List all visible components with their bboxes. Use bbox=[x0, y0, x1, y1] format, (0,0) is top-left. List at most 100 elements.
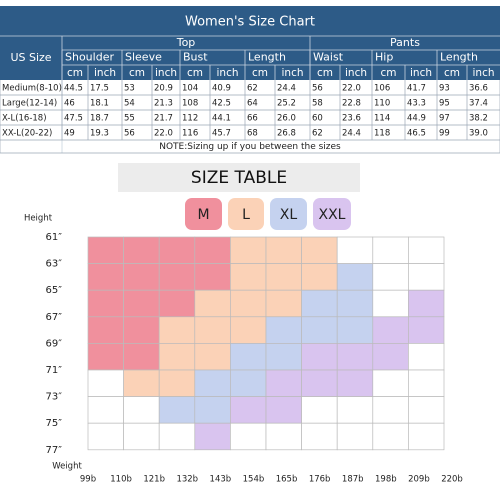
value-cell: 114 bbox=[374, 114, 390, 124]
unit: cm bbox=[444, 67, 460, 79]
column-name: Length bbox=[248, 51, 286, 64]
weight-label: 143b bbox=[210, 475, 232, 485]
value-cell: 18.1 bbox=[90, 99, 109, 109]
value-cell: 43.3 bbox=[407, 99, 426, 109]
grid-cell bbox=[123, 369, 160, 397]
value-cell: 54 bbox=[124, 99, 135, 109]
grid-cell bbox=[230, 369, 267, 397]
weight-label: 154b bbox=[243, 475, 265, 485]
height-label: 65″ bbox=[46, 285, 63, 296]
grid-cell bbox=[301, 236, 338, 264]
value-cell: 44.1 bbox=[212, 114, 231, 124]
grid-cell bbox=[336, 343, 374, 371]
size-cell: X-L(16-18) bbox=[2, 114, 47, 124]
value-cell: 42.5 bbox=[212, 99, 231, 109]
size-cell: Medium(8-10) bbox=[2, 84, 62, 94]
grid-cell bbox=[194, 236, 231, 264]
grid-cell bbox=[408, 236, 445, 264]
size-badge-label: XXL bbox=[319, 207, 346, 223]
grid-cell bbox=[372, 422, 409, 451]
grid-cell bbox=[87, 316, 124, 344]
column-name: Waist bbox=[313, 51, 344, 64]
grid-cell bbox=[158, 369, 196, 397]
grid-cell bbox=[230, 236, 267, 264]
column-name: Sleeve bbox=[125, 51, 162, 64]
grid-cell bbox=[408, 369, 445, 397]
size-badge bbox=[270, 198, 307, 230]
value-cell: 25.2 bbox=[277, 99, 296, 109]
grid-cell bbox=[123, 263, 160, 291]
height-label: 71″ bbox=[46, 365, 63, 376]
size-badge-label: L bbox=[242, 207, 250, 223]
grid-cell bbox=[194, 396, 231, 424]
grid-cell bbox=[230, 289, 267, 318]
weight-label: 99b bbox=[80, 475, 96, 485]
height-label: 73″ bbox=[46, 392, 63, 403]
value-cell: 56 bbox=[124, 129, 135, 139]
row-header: US Size bbox=[10, 51, 51, 64]
value-cell: 38.2 bbox=[469, 114, 488, 124]
grid-cell bbox=[301, 343, 338, 371]
grid-cell bbox=[265, 289, 302, 318]
note: NOTE:Sizing up if you between the sizes bbox=[159, 142, 341, 152]
unit: cm bbox=[317, 67, 333, 79]
height-label: 67″ bbox=[46, 312, 63, 323]
grid-cell bbox=[158, 343, 196, 371]
grid-cell bbox=[336, 289, 374, 318]
value-cell: 97 bbox=[439, 114, 450, 124]
grid-cell bbox=[301, 369, 338, 397]
value-cell: 22.0 bbox=[154, 129, 173, 139]
grid-cell bbox=[408, 422, 445, 451]
value-cell: 17.5 bbox=[90, 84, 109, 94]
grid-cell bbox=[372, 236, 409, 264]
grid-cell bbox=[158, 263, 196, 291]
group: Top bbox=[176, 36, 196, 49]
grid-cell bbox=[265, 343, 302, 371]
value-cell: 47.5 bbox=[64, 114, 83, 124]
size-cell: XX-L(20-22) bbox=[2, 129, 52, 139]
grid-cell bbox=[408, 316, 445, 344]
grid-cell bbox=[194, 289, 231, 318]
grid-cell bbox=[158, 289, 196, 318]
value-cell: 55 bbox=[124, 114, 135, 124]
value-cell: 110 bbox=[374, 99, 390, 109]
unit: cm bbox=[252, 67, 268, 79]
grid-cell bbox=[336, 263, 374, 291]
grid-cell bbox=[265, 263, 302, 291]
value-cell: 62 bbox=[247, 84, 258, 94]
column-name: Length bbox=[440, 51, 478, 64]
height-label: 61″ bbox=[46, 232, 63, 243]
value-cell: 68 bbox=[247, 129, 258, 139]
grid-cell bbox=[372, 396, 409, 424]
height-label: 77″ bbox=[46, 445, 63, 456]
grid-cell bbox=[87, 343, 124, 371]
table-title: Women's Size Chart bbox=[185, 15, 315, 30]
group: Pants bbox=[390, 36, 420, 49]
value-cell: 26.0 bbox=[277, 114, 296, 124]
column-name: Shoulder bbox=[65, 51, 114, 64]
size-table-banner bbox=[118, 163, 360, 192]
weight-label: 198b bbox=[375, 475, 397, 485]
value-cell: 22.8 bbox=[342, 99, 361, 109]
grid-cell bbox=[87, 369, 124, 397]
grid-cell bbox=[87, 396, 124, 424]
value-cell: 39.0 bbox=[469, 129, 488, 139]
value-cell: 45.7 bbox=[212, 129, 231, 139]
grid-cell bbox=[123, 396, 160, 424]
value-cell: 64 bbox=[247, 99, 258, 109]
unit: cm bbox=[129, 67, 145, 79]
value-cell: 20.9 bbox=[154, 84, 173, 94]
grid-cell bbox=[372, 316, 409, 344]
unit: inch bbox=[155, 67, 177, 79]
grid-cell bbox=[265, 236, 302, 264]
value-cell: 112 bbox=[182, 114, 198, 124]
grid-cell bbox=[158, 236, 196, 264]
height-label: 63″ bbox=[46, 259, 63, 270]
grid-cell bbox=[336, 422, 374, 451]
grid-cell bbox=[408, 289, 445, 318]
grid-cell bbox=[194, 316, 231, 344]
grid-cell bbox=[265, 422, 302, 451]
grid-cell bbox=[194, 422, 231, 451]
grid-cell bbox=[158, 422, 196, 451]
